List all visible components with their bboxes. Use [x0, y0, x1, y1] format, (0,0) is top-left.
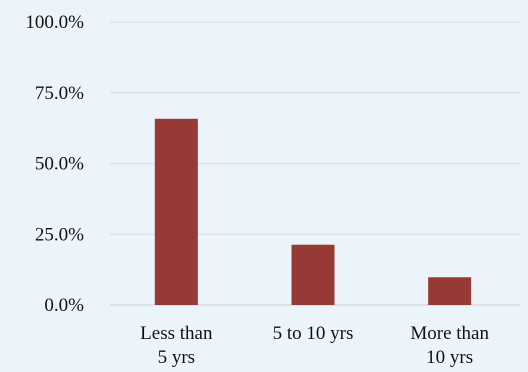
y-axis-tick-labels: 0.0% 25.0% 50.0% 75.0% 100.0%: [25, 12, 84, 316]
x-axis-category-labels: Less than 5 yrs 5 to 10 yrs More than 10 yrs: [140, 323, 489, 368]
x-category-label: Less than 5 yrs: [140, 323, 213, 368]
bars: [154, 118, 472, 305]
bar: [428, 277, 472, 305]
x-category-label: More than 10 yrs: [410, 323, 489, 368]
x-category-label: 5 to 10 yrs: [273, 323, 354, 344]
y-tick-label: 25.0%: [35, 224, 84, 245]
y-tick-label: 0.0%: [44, 295, 84, 316]
x-category-label-line: 5 to 10 yrs: [273, 323, 354, 344]
x-category-label-line: More than: [410, 323, 489, 344]
bar: [291, 244, 335, 305]
y-tick-label: 100.0%: [25, 12, 84, 33]
x-category-label-line: 5 yrs: [158, 347, 195, 368]
x-category-label-line: Less than: [140, 323, 213, 344]
x-category-label-line: 10 yrs: [426, 347, 473, 368]
y-tick-label: 50.0%: [35, 154, 84, 175]
bar: [154, 118, 198, 305]
y-tick-label: 75.0%: [35, 83, 84, 104]
